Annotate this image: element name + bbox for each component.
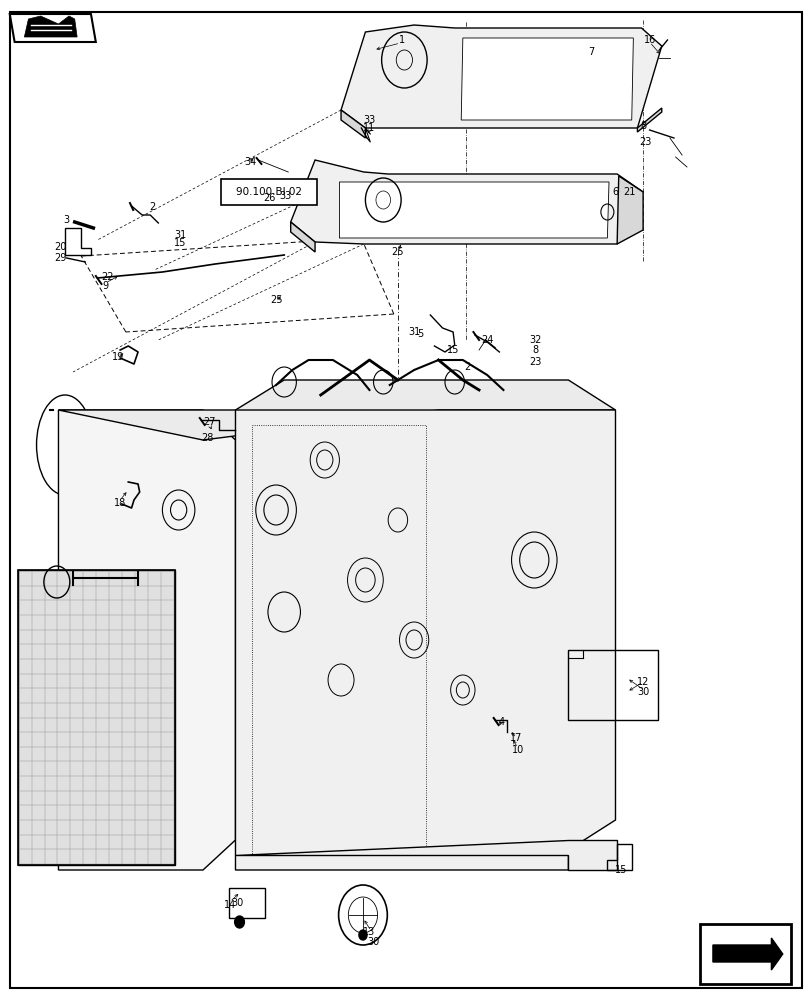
Text: 34: 34 xyxy=(243,157,256,167)
Bar xyxy=(221,179,316,205)
Text: 16: 16 xyxy=(642,35,655,45)
Text: 22: 22 xyxy=(101,272,114,282)
Text: 25: 25 xyxy=(391,247,404,257)
Text: 33: 33 xyxy=(279,191,292,201)
Polygon shape xyxy=(290,222,315,252)
Text: 6: 6 xyxy=(611,187,618,197)
Text: 5: 5 xyxy=(417,329,423,339)
Bar xyxy=(18,570,174,865)
Text: 15: 15 xyxy=(446,345,459,355)
Text: 19: 19 xyxy=(111,352,124,362)
Bar xyxy=(699,924,790,984)
Text: 10: 10 xyxy=(511,745,524,755)
Text: 2: 2 xyxy=(463,362,470,372)
Text: 4: 4 xyxy=(498,717,504,727)
Text: 31: 31 xyxy=(174,230,187,240)
Circle shape xyxy=(234,916,244,928)
Text: 12: 12 xyxy=(636,677,649,687)
Polygon shape xyxy=(235,840,616,870)
Text: 30: 30 xyxy=(637,687,650,697)
Text: 2: 2 xyxy=(149,202,156,212)
Text: 17: 17 xyxy=(509,733,522,743)
Polygon shape xyxy=(339,182,608,238)
Polygon shape xyxy=(58,380,615,440)
Polygon shape xyxy=(10,14,96,42)
Polygon shape xyxy=(341,110,365,138)
Polygon shape xyxy=(290,160,642,244)
Text: 33: 33 xyxy=(363,115,375,125)
Text: 1: 1 xyxy=(398,35,405,45)
Polygon shape xyxy=(637,108,661,132)
Text: 7: 7 xyxy=(587,47,594,57)
Text: 30: 30 xyxy=(230,898,243,908)
Polygon shape xyxy=(712,938,782,970)
Polygon shape xyxy=(58,410,235,870)
Text: 9: 9 xyxy=(102,281,109,291)
Text: 27: 27 xyxy=(203,417,216,427)
Text: 3: 3 xyxy=(63,215,70,225)
Polygon shape xyxy=(235,410,615,870)
Text: 23: 23 xyxy=(638,137,651,147)
Text: 31: 31 xyxy=(407,327,420,337)
Text: 20: 20 xyxy=(54,242,67,252)
Text: 32: 32 xyxy=(529,335,542,345)
Text: 21: 21 xyxy=(622,187,635,197)
Polygon shape xyxy=(341,25,661,128)
Text: 11: 11 xyxy=(363,123,375,133)
Text: 29: 29 xyxy=(54,253,67,263)
Text: 8: 8 xyxy=(532,345,539,355)
Text: 23: 23 xyxy=(529,357,542,367)
Text: 15: 15 xyxy=(174,238,187,248)
Text: 15: 15 xyxy=(614,865,627,875)
Text: 90.100.BI 02: 90.100.BI 02 xyxy=(235,187,302,197)
Text: 25: 25 xyxy=(269,295,282,305)
Circle shape xyxy=(358,930,367,940)
Text: 18: 18 xyxy=(114,498,127,508)
Polygon shape xyxy=(18,570,174,865)
Text: 28: 28 xyxy=(201,433,214,443)
Text: 8: 8 xyxy=(640,121,646,131)
Text: 26: 26 xyxy=(263,193,276,203)
Polygon shape xyxy=(24,16,77,37)
Text: 13: 13 xyxy=(363,927,375,937)
Text: 30: 30 xyxy=(367,937,380,947)
Text: 24: 24 xyxy=(480,335,493,345)
Polygon shape xyxy=(461,38,633,120)
Text: 14: 14 xyxy=(223,900,236,910)
Polygon shape xyxy=(616,176,642,244)
